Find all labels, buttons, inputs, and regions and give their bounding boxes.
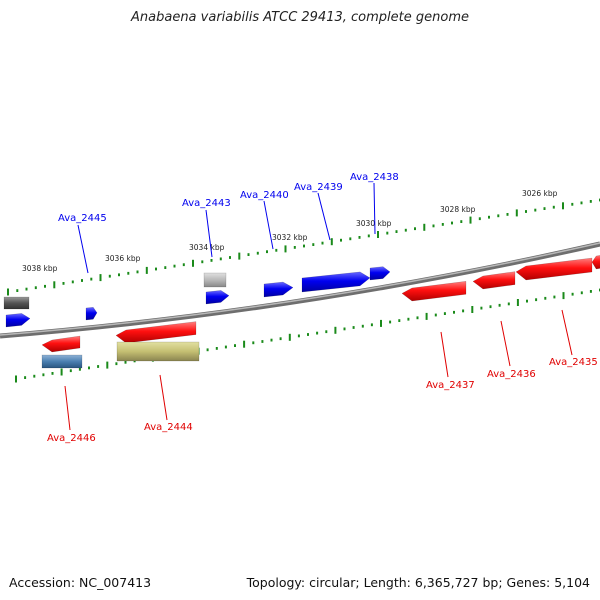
gene-label-reverse[interactable]: Ava_2437 bbox=[426, 380, 475, 391]
gene-label-reverse[interactable]: Ava_2435 bbox=[549, 357, 598, 368]
scale-label: 3032 kbp bbox=[272, 233, 308, 242]
scale-label: 3028 kbp bbox=[440, 205, 476, 214]
scale-ticks bbox=[7, 198, 600, 383]
gene-leader-line bbox=[263, 200, 274, 250]
gene-arrow-reverse bbox=[472, 271, 516, 290]
gene-arrow-forward bbox=[5, 313, 31, 328]
accession-label: Accession: NC_007413 bbox=[9, 575, 152, 590]
gene-olive-feature bbox=[116, 341, 200, 362]
gene-label-forward[interactable]: Ava_2438 bbox=[350, 172, 399, 183]
gene-arrow-reverse bbox=[401, 281, 467, 302]
gene-leader-line bbox=[373, 182, 376, 235]
gene-leader-line bbox=[205, 209, 213, 258]
gene-leader-line bbox=[64, 385, 71, 431]
gene-arrow-forward bbox=[301, 271, 371, 293]
gene-arrow-reverse bbox=[515, 257, 593, 281]
gene-label-reverse[interactable]: Ava_2436 bbox=[487, 369, 536, 380]
gene-leader-line bbox=[159, 374, 168, 421]
gene-leader-line bbox=[440, 331, 449, 378]
gene-grey-feature bbox=[3, 296, 30, 310]
scale-label: 3034 kbp bbox=[189, 243, 225, 252]
genome-summary-label: Topology: circular; Length: 6,365,727 bp… bbox=[246, 575, 590, 590]
gene-steel-feature bbox=[41, 354, 83, 369]
gene-features bbox=[3, 255, 600, 369]
gene-arrow-forward bbox=[263, 281, 294, 298]
gene-leader-line bbox=[561, 309, 573, 356]
genome-backbone bbox=[0, 241, 600, 339]
gene-leader-line bbox=[317, 192, 331, 241]
scale-label: 3026 kbp bbox=[522, 189, 558, 198]
gene-label-forward[interactable]: Ava_2440 bbox=[240, 190, 289, 201]
gene-arrow-forward bbox=[369, 266, 391, 281]
gene-labels: Ava_2445 Ava_2443 Ava_2440 Ava_2439 Ava_2438… bbox=[47, 172, 598, 444]
gene-label-forward[interactable]: Ava_2443 bbox=[182, 198, 231, 209]
gene-arrow-reverse bbox=[115, 321, 197, 344]
gene-light-feature bbox=[203, 272, 227, 288]
gene-arrow-forward bbox=[85, 306, 98, 321]
gene-leader-line bbox=[77, 224, 89, 274]
scale-label: 3036 kbp bbox=[105, 254, 141, 263]
gene-label-leaders bbox=[64, 182, 573, 431]
gene-leader-line bbox=[500, 320, 511, 367]
gene-label-forward[interactable]: Ava_2439 bbox=[294, 182, 343, 193]
gene-arrow-reverse bbox=[591, 255, 600, 270]
scale-label: 3038 kbp bbox=[22, 264, 58, 273]
gene-label-forward[interactable]: Ava_2445 bbox=[58, 213, 107, 224]
scale-labels: 3038 kbp 3036 kbp 3034 kbp 3032 kbp 3030 kbp… bbox=[22, 189, 558, 273]
genome-title: Anabaena variabilis ATCC 29413, complete… bbox=[131, 10, 469, 25]
gene-label-reverse[interactable]: Ava_2446 bbox=[47, 433, 96, 444]
scale-label: 3030 kbp bbox=[356, 219, 392, 228]
gene-arrow-forward bbox=[205, 290, 230, 305]
gene-label-reverse[interactable]: Ava_2444 bbox=[144, 422, 193, 433]
gene-arrow-reverse bbox=[41, 335, 81, 353]
